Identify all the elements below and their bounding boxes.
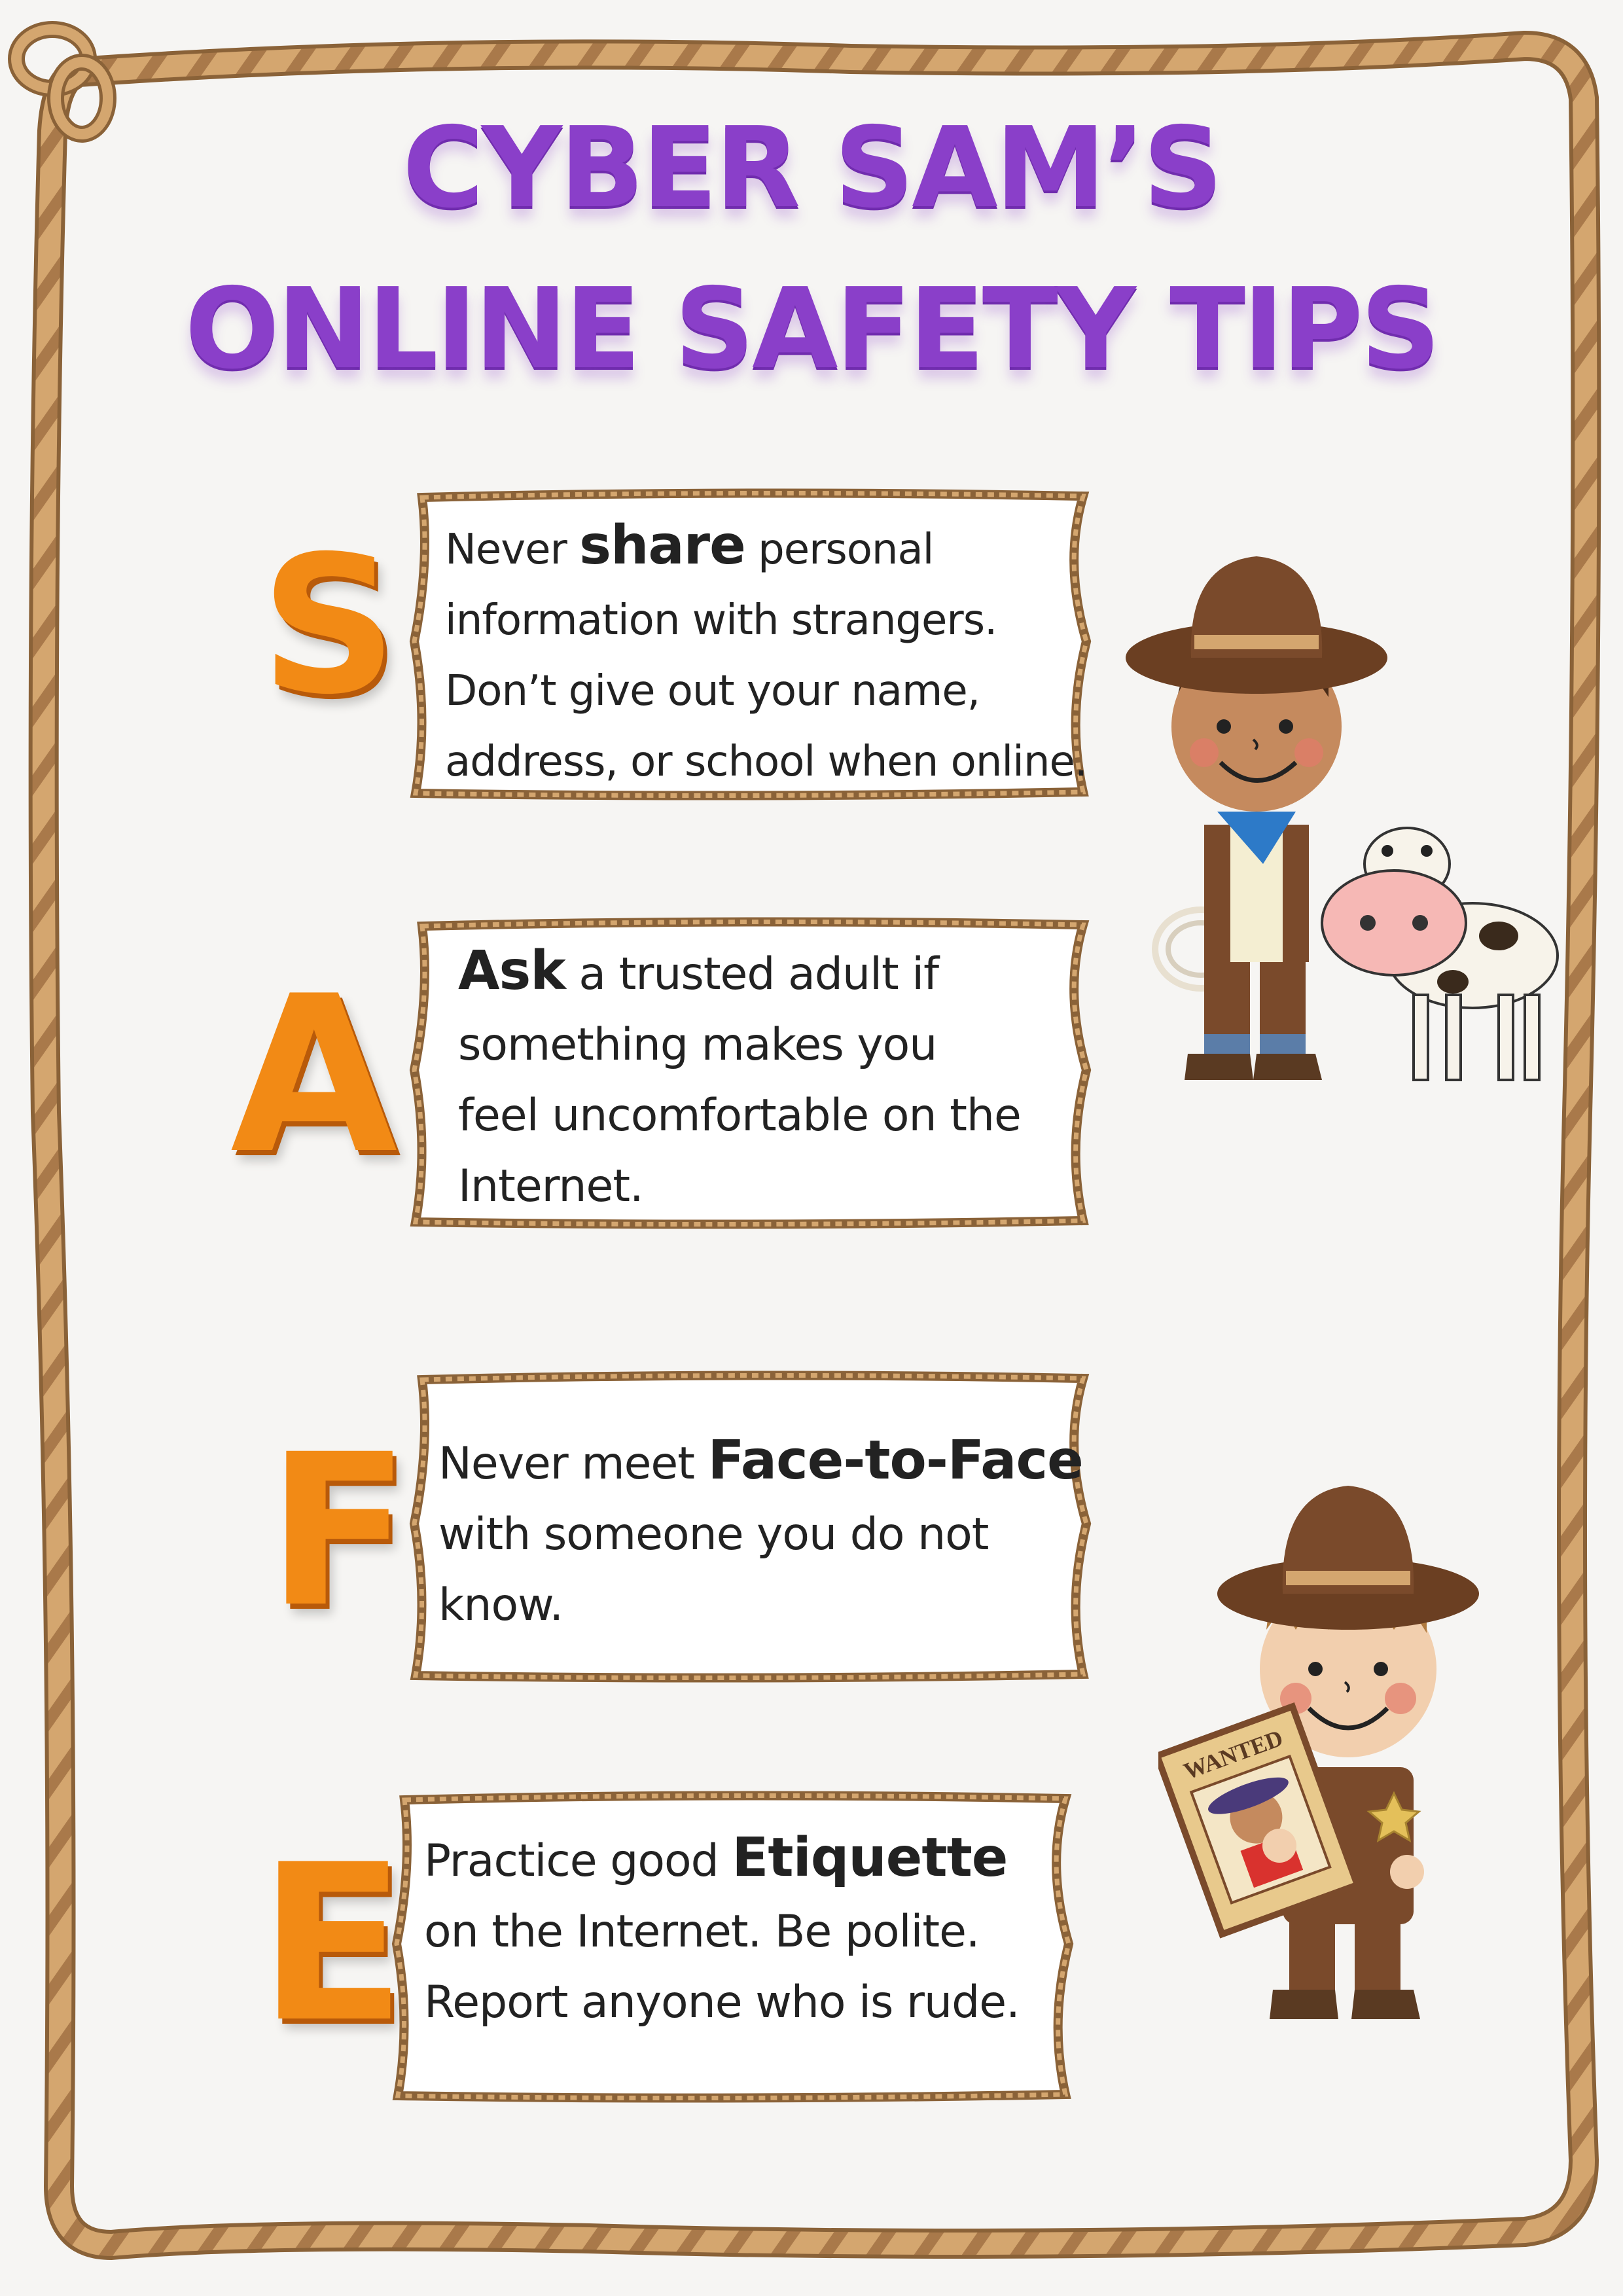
tip-text-line: Report anyone who is rude. (424, 1977, 1020, 2028)
tip-card-face-to-face: Never meet Face-to-Face with someone you… (402, 1367, 1096, 1687)
tip-text-segment: personal (745, 526, 934, 574)
acronym-letter-f: F (267, 1410, 410, 1653)
rope-card-frame (409, 488, 1092, 800)
tip-text-line: Internet. (458, 1160, 644, 1212)
rope-card-frame (409, 917, 1092, 1229)
tip-text-line: with someone you do not (438, 1509, 989, 1560)
tip-text-line: Don’t give out your name, (445, 667, 980, 715)
tip-text-line: know. (438, 1579, 563, 1631)
acronym-letter-a: A (230, 950, 398, 1201)
tip-text-line: on the Internet. Be polite. (424, 1906, 980, 1958)
acronym-letter-e: E (259, 1818, 406, 2070)
rope-knot-icon (8, 21, 116, 143)
tip-text-etiquette: Practice good Etiquette on the Internet.… (424, 1823, 1020, 2038)
tip-card-ask: Ask a trusted adult if something makes y… (402, 913, 1096, 1234)
wanted-poster-icon: WANTED (1158, 1702, 1362, 1939)
acronym-letter-s: S (260, 516, 397, 736)
tip-keyword-etiquette: Etiquette (732, 1827, 1008, 1889)
poster-title-line-2: ONLINE SAFETY TIPS (185, 264, 1441, 394)
tip-text-ask: Ask a trusted adult if something makes y… (458, 936, 1022, 1222)
rope-card-frame (391, 1791, 1074, 2103)
tip-text-share: Never share personal information with st… (445, 511, 1088, 797)
tip-text-line: address, or school when online. (445, 738, 1088, 786)
cowboy-with-cow-icon (1126, 556, 1559, 1081)
tip-text-segment: Never (445, 526, 580, 574)
tip-text-line: feel uncomfortable on the (458, 1090, 1022, 1141)
tip-text-line: information with strangers. (445, 596, 997, 645)
tip-keyword-ask: Ask (458, 940, 566, 1002)
tip-text-face-to-face: Never meet Face-to-Face with someone you… (438, 1426, 1084, 1641)
rope-card-frame (409, 1371, 1092, 1683)
tip-keyword-face-to-face: Face-to-Face (707, 1429, 1084, 1492)
cowboy-with-wanted-poster-icon: WANTED (1158, 1486, 1479, 2019)
tip-card-share: Never share personal information with st… (402, 484, 1096, 805)
poster-title-line-1: CYBER SAM’S (402, 103, 1223, 233)
tip-text-segment: a trusted adult if (565, 948, 939, 1000)
tip-card-etiquette: Practice good Etiquette on the Internet.… (385, 1787, 1079, 2108)
cow-icon (1321, 827, 1559, 1081)
tip-text-segment: Practice good (424, 1835, 732, 1887)
tip-keyword-share: share (579, 514, 746, 577)
tip-text-segment: Never meet (438, 1438, 708, 1490)
tip-text-line: something makes you (458, 1019, 937, 1071)
